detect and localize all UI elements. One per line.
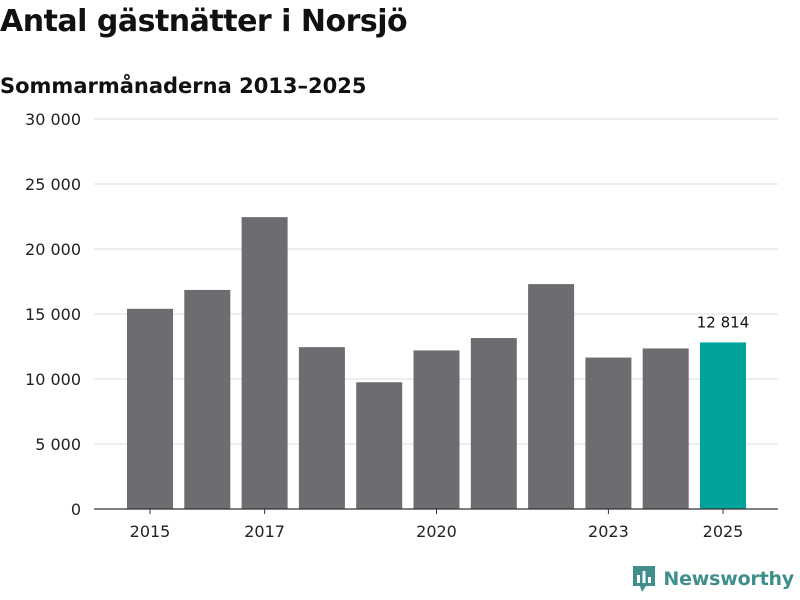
y-tick-label: 0 — [71, 500, 81, 519]
brand-logo: Newsworthy — [631, 564, 794, 594]
bar-2018 — [298, 347, 345, 509]
brand-name: Newsworthy — [663, 568, 794, 590]
y-tick-label: 20 000 — [25, 240, 81, 259]
bar-chart-logo-icon — [633, 566, 656, 592]
bar-2015 — [127, 308, 173, 509]
y-tick-label: 15 000 — [25, 305, 81, 324]
bar-2017 — [241, 217, 288, 509]
y-tick-label: 25 000 — [25, 175, 81, 194]
y-tick-label: 30 000 — [25, 110, 81, 129]
bar-2025 — [700, 342, 746, 509]
chart-title: Antal gästnätter i Norsjö — [0, 4, 408, 39]
x-tick-label: 2020 — [416, 522, 457, 541]
bar-2019 — [356, 382, 403, 509]
y-tick-label: 10 000 — [25, 370, 81, 389]
bar-2022 — [528, 284, 575, 509]
bar-2023 — [585, 357, 632, 509]
x-tick-label: 2023 — [588, 522, 629, 541]
bar-2021 — [470, 338, 517, 509]
bar-2020 — [413, 350, 460, 509]
bar-2024 — [642, 348, 689, 509]
x-tick-label: 2015 — [130, 522, 171, 541]
bar-2016 — [184, 289, 231, 509]
y-tick-label: 5 000 — [35, 435, 81, 454]
data-label: 12 814 — [697, 313, 750, 331]
x-tick-label: 2017 — [244, 522, 285, 541]
chart-subtitle: Sommarmånaderna 2013–2025 — [0, 74, 367, 98]
x-tick-label: 2025 — [703, 522, 744, 541]
